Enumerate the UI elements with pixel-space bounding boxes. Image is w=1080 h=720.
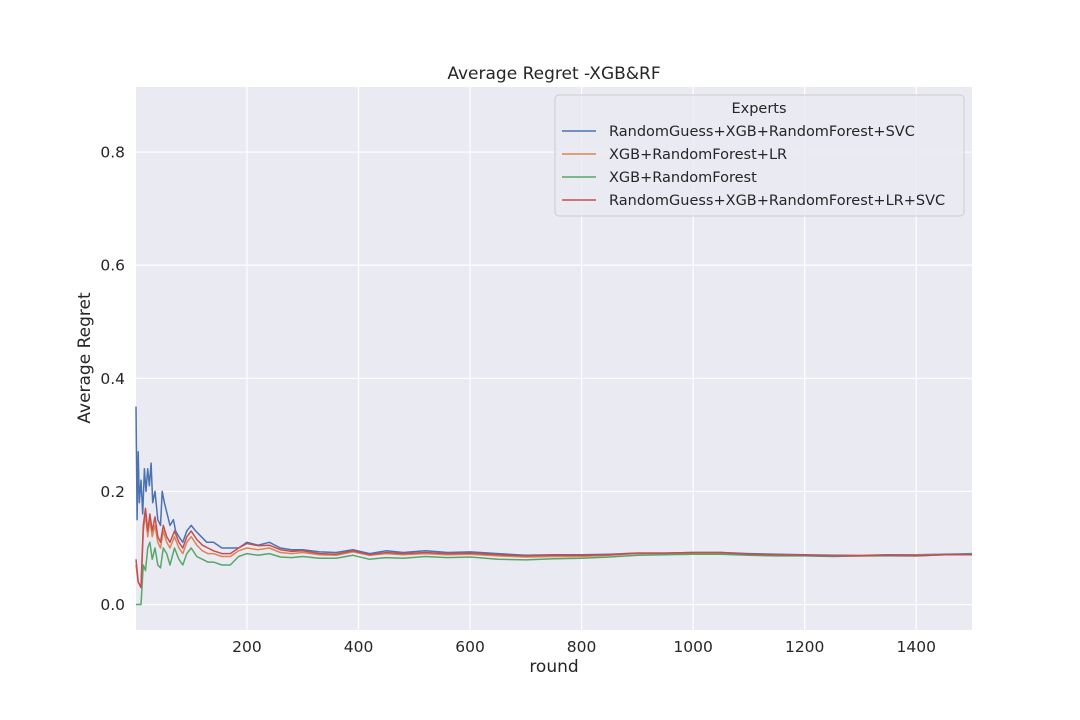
x-tick-label: 1200 <box>785 638 824 656</box>
series-line-4 <box>135 507 972 589</box>
legend: Experts RandomGuess+XGB+RandomForest+SVC… <box>554 94 965 217</box>
x-tick-label: 400 <box>344 638 374 656</box>
series-lines <box>135 406 973 606</box>
chart-title: Average Regret -XGB&RF <box>447 64 660 84</box>
x-axis-label: round <box>529 657 578 677</box>
legend-label: RandomGuess+XGB+RandomForest+SVC <box>609 124 915 140</box>
y-tick-label: 0.6 <box>100 257 125 275</box>
x-tick-label: 800 <box>567 638 597 656</box>
legend-label: XGB+RandomForest <box>609 170 757 186</box>
x-tick-labels: 200 400 600 800 1000 1200 1400 <box>232 638 936 656</box>
y-tick-label: 0.8 <box>100 144 125 162</box>
series-line-3 <box>136 541 973 606</box>
legend-label: XGB+RandomForest+LR <box>609 147 787 163</box>
x-tick-label: 200 <box>232 638 262 656</box>
y-axis-label: Average Regret <box>75 292 95 424</box>
x-tick-label: 1400 <box>897 638 936 656</box>
x-tick-label: 1000 <box>673 638 712 656</box>
y-tick-labels: 0.0 0.2 0.4 0.6 0.8 <box>100 144 125 615</box>
y-tick-label: 0.4 <box>100 370 125 388</box>
y-tick-label: 0.0 <box>100 596 125 614</box>
legend-title: Experts <box>731 101 786 117</box>
x-tick-label: 600 <box>455 638 485 656</box>
legend-box <box>554 94 965 217</box>
legend-items: RandomGuess+XGB+RandomForest+SVC XGB+Rand… <box>562 124 945 209</box>
legend-label: RandomGuess+XGB+RandomForest+LR+SVC <box>609 193 945 209</box>
y-tick-label: 0.2 <box>100 483 125 501</box>
